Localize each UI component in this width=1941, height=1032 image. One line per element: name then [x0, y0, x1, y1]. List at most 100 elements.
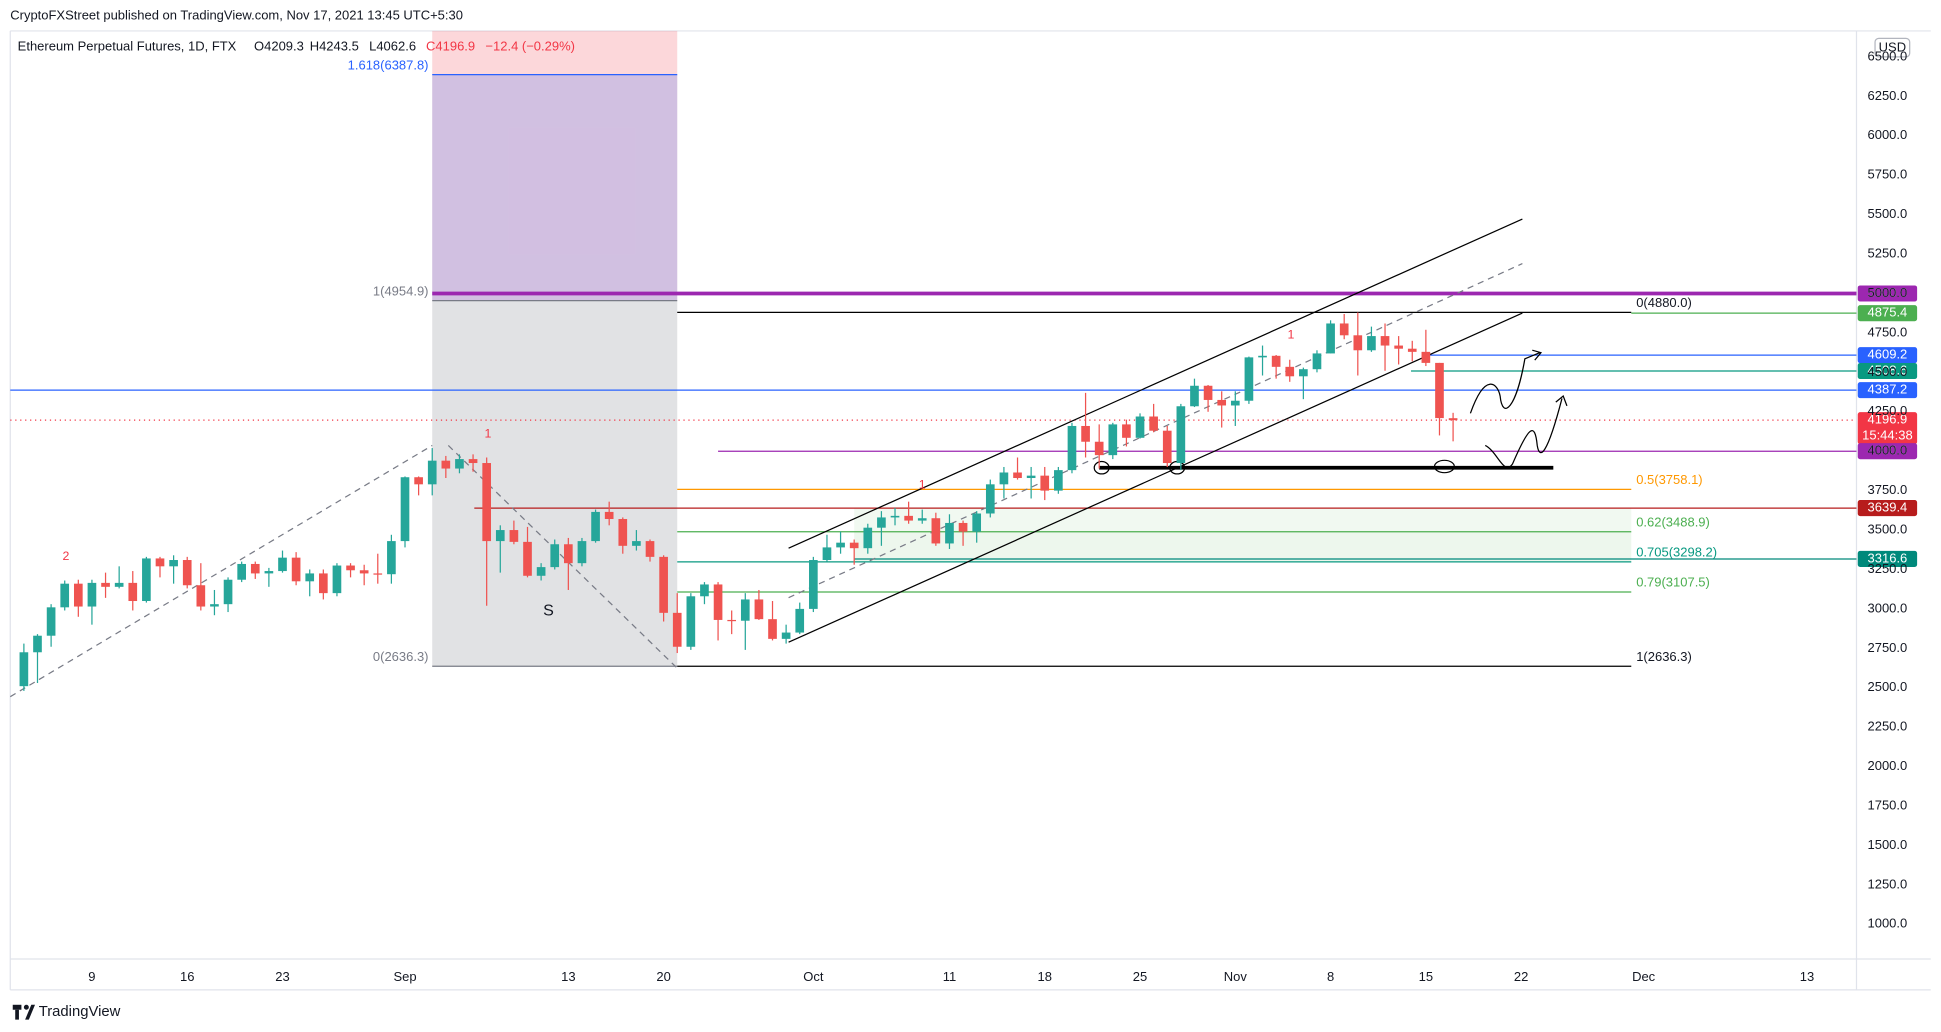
candle-body	[700, 584, 709, 597]
price-badge	[1857, 500, 1918, 517]
candle-body	[1067, 425, 1077, 471]
candle-body	[836, 542, 845, 548]
candle-body	[1217, 399, 1227, 406]
candle-body	[686, 596, 696, 647]
y-tick-label: 2000.0	[1868, 758, 1908, 773]
x-tick-label: 9	[88, 969, 95, 984]
trend-dashed	[9, 444, 433, 698]
candle-body	[1326, 323, 1335, 354]
x-tick-label: 11	[943, 969, 956, 984]
candle-body	[346, 565, 355, 571]
projection-arrow	[1484, 398, 1563, 468]
circle-mark	[1093, 460, 1110, 475]
candle-body	[278, 557, 287, 572]
candle-body	[945, 522, 954, 544]
price-badge	[1857, 382, 1918, 399]
candle-body	[536, 567, 546, 576]
y-tick-label: 5250.0	[1868, 246, 1908, 261]
candle-body	[1285, 366, 1295, 377]
currency-badge[interactable]	[1874, 37, 1911, 58]
candle-body	[958, 522, 968, 532]
candle-body	[604, 511, 614, 520]
y-tick-label: 6250.0	[1868, 88, 1908, 103]
candle-body	[822, 547, 832, 561]
candle-body	[1203, 385, 1213, 400]
price-badge-label: 4875.4	[1868, 305, 1908, 320]
arrow-head	[1555, 394, 1568, 407]
candle-body	[1162, 430, 1172, 464]
candle-body	[1367, 336, 1376, 351]
candle-body	[550, 544, 560, 568]
candle-body	[1244, 357, 1254, 401]
fib-label: 0(4880.0)	[1636, 295, 1692, 310]
candle-body	[1339, 323, 1349, 336]
fib-label: 0.705(3298.2)	[1636, 545, 1717, 560]
candle-body	[1013, 472, 1022, 479]
candle-body	[387, 541, 396, 575]
fib-ext-label: 0(2636.3)	[373, 649, 429, 664]
candle-body	[781, 632, 791, 639]
channel-upper	[788, 218, 1523, 549]
x-tick-label: 22	[1514, 969, 1528, 984]
candle-body	[1081, 425, 1090, 442]
candle-body	[509, 530, 519, 542]
price-badge-label: 4000.0	[1868, 443, 1908, 458]
candle-body	[727, 619, 737, 622]
ohlc-low: L4062.6	[369, 38, 416, 53]
x-tick-label: Dec	[1632, 969, 1656, 984]
ohlc-change: −12.4 (−0.29%)	[485, 38, 575, 53]
candle-body	[890, 515, 900, 518]
candle-body	[455, 459, 464, 469]
x-tick-label: Oct	[803, 969, 824, 984]
candle-body	[849, 542, 859, 549]
candle-body	[46, 607, 56, 636]
candle-body	[985, 484, 995, 514]
fib-ext-zone-grey	[432, 300, 678, 667]
candle-body	[60, 583, 70, 608]
fib-label: 0.62(3488.9)	[1636, 515, 1710, 530]
projection-arrow	[1469, 352, 1540, 414]
candle-body	[1122, 424, 1131, 438]
price-badge	[1857, 443, 1918, 460]
price-badge	[1857, 347, 1918, 364]
y-tick-label: 1750.0	[1868, 797, 1908, 812]
candle-body	[577, 541, 587, 564]
candle-body	[632, 541, 641, 546]
symbol-title: Ethereum Perpetual Futures, 1D, FTX	[18, 38, 237, 53]
candle-body	[1448, 418, 1458, 421]
fib-zone	[854, 508, 1632, 532]
y-tick-label: 4500.0	[1868, 364, 1908, 379]
price-badge-label: 5000.0	[1868, 285, 1908, 300]
candle-body	[441, 460, 451, 469]
x-tick-label: 25	[1133, 969, 1147, 984]
price-badge	[1857, 550, 1918, 568]
candle-body	[87, 582, 97, 607]
candle-body	[1421, 351, 1431, 363]
candle-body	[754, 599, 764, 620]
arrow-head	[1532, 349, 1543, 361]
y-tick-label: 6000.0	[1868, 127, 1908, 142]
y-tick-label: 6500.0	[1868, 48, 1908, 63]
candle-body	[795, 608, 805, 633]
candle-body	[1312, 353, 1322, 370]
x-tick-label: 8	[1327, 969, 1334, 984]
candle-body	[291, 557, 301, 582]
price-badge	[1857, 305, 1918, 322]
price-badge-label: 3639.4	[1868, 500, 1908, 515]
candle-body	[182, 560, 192, 586]
x-tick-label: 13	[1800, 969, 1814, 984]
y-tick-label: 2750.0	[1868, 640, 1908, 655]
candle-body	[1094, 441, 1104, 456]
candle-body	[1394, 345, 1403, 349]
candle-body	[1176, 406, 1186, 464]
currency[interactable]: USD	[1879, 40, 1906, 55]
candle-body	[414, 477, 423, 485]
x-tick-label: 20	[656, 969, 670, 984]
y-tick-label: 4000.0	[1868, 443, 1908, 458]
candle-body	[305, 573, 315, 582]
candle-body	[740, 599, 750, 621]
candle-body	[427, 460, 437, 485]
candle-body	[250, 563, 260, 574]
candle-body	[523, 541, 532, 576]
